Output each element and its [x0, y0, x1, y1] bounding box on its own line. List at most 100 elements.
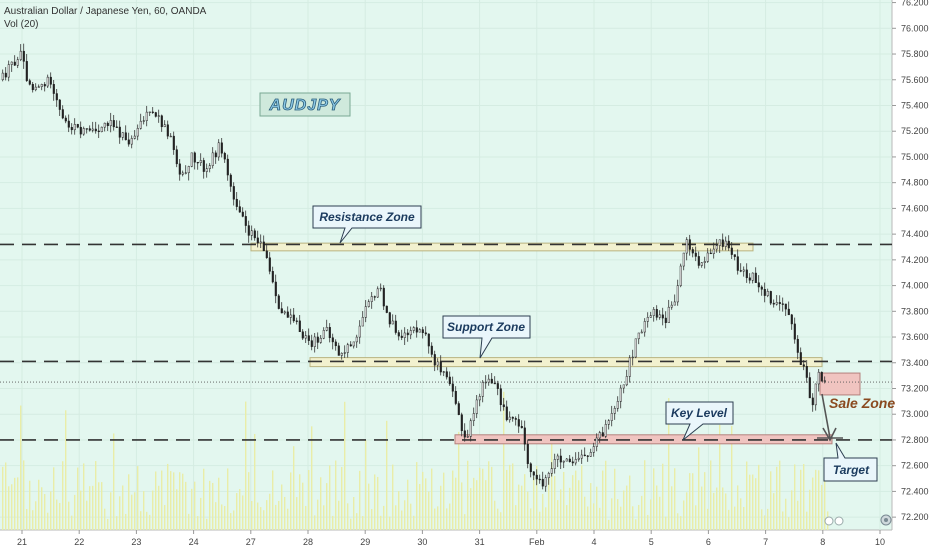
volume-bar: [257, 502, 259, 530]
x-tick-label: 8: [820, 537, 825, 547]
time-axis[interactable]: 212223242728293031Feb456781011: [17, 530, 932, 547]
volume-bar: [155, 471, 157, 530]
candle-body: [592, 446, 595, 453]
candle-body: [139, 120, 142, 129]
candle-body: [166, 124, 169, 137]
volume-bar: [215, 502, 217, 530]
volume-bar: [404, 500, 406, 530]
candle-body: [211, 152, 214, 166]
volume-bar: [104, 508, 106, 530]
y-tick-label: 72.200: [901, 512, 929, 522]
volume-bar: [389, 516, 391, 530]
candle-body: [784, 303, 787, 310]
candle-body: [313, 336, 316, 347]
x-tick-label: 28: [303, 537, 313, 547]
volume-bar: [287, 508, 289, 530]
volume-bar: [647, 514, 649, 530]
volume-bar: [431, 468, 433, 530]
candle-body: [427, 333, 430, 347]
volume-bar: [617, 499, 619, 530]
target-callout[interactable]: Target: [823, 442, 878, 482]
candle-body: [610, 413, 613, 421]
candle-body: [247, 225, 250, 236]
volume-bar: [740, 498, 742, 530]
volume-bar: [53, 467, 55, 530]
volume-bar: [128, 474, 130, 530]
candle-body: [130, 138, 133, 145]
candle-body: [571, 461, 574, 464]
volume-bar: [296, 497, 298, 530]
candle-body: [454, 390, 457, 404]
key-level-callout[interactable]: Key Level: [665, 401, 734, 441]
volume-bar: [83, 463, 85, 530]
event-markers-icon[interactable]: [824, 516, 844, 526]
volume-bar: [368, 483, 370, 530]
candle-body: [259, 241, 262, 244]
volume-bar: [365, 440, 367, 530]
candle-body: [643, 321, 646, 333]
candle-body: [499, 388, 502, 405]
candle-body: [64, 117, 67, 122]
volume-bar: [776, 466, 778, 530]
x-tick-label: 10: [875, 537, 885, 547]
price-axis[interactable]: 76.200 76.000 75.800 75.600 75.400 75.200 75.0…: [892, 0, 929, 522]
candle-body: [535, 474, 538, 480]
candle-body: [517, 419, 520, 427]
volume-bar: [824, 475, 826, 530]
volume-bar: [722, 487, 724, 530]
candle-body: [184, 172, 187, 174]
candle-body: [316, 336, 319, 343]
volume-bar: [713, 492, 715, 530]
chart-settings-icon[interactable]: [880, 514, 892, 526]
volume-bar: [632, 506, 634, 530]
x-tick-label: 7: [763, 537, 768, 547]
resistance-callout[interactable]: Resistance Zone: [312, 205, 422, 244]
support-callout[interactable]: Support Zone: [442, 315, 531, 359]
volume-bar: [791, 490, 793, 530]
volume-bar: [530, 508, 532, 530]
y-tick-label: 74.200: [901, 255, 929, 265]
candle-body: [679, 265, 682, 286]
candle-body: [187, 166, 190, 174]
candle-body: [562, 460, 565, 463]
volume-bar: [704, 472, 706, 530]
candle-body: [199, 160, 202, 163]
volume-label: Vol (20): [4, 19, 38, 30]
volume-bar: [518, 484, 520, 530]
zone-rect[interactable]: [250, 242, 754, 252]
candle-body: [412, 327, 415, 331]
volume-bar: [650, 499, 652, 530]
volume-bar: [731, 425, 733, 530]
volume-bar: [146, 511, 148, 530]
candle-body: [736, 256, 739, 271]
volume-bar: [113, 433, 115, 530]
volume-bar: [74, 494, 76, 530]
candle-body: [445, 371, 448, 378]
zone-rect[interactable]: [819, 372, 861, 396]
candle-body: [529, 463, 532, 473]
x-tick-label: 27: [246, 537, 256, 547]
y-tick-label: 74.800: [901, 178, 929, 188]
candle-body: [718, 239, 721, 246]
candle-body: [223, 152, 226, 160]
y-tick-label: 73.000: [901, 409, 929, 419]
candle-body: [229, 174, 232, 187]
volume-bar: [602, 470, 604, 530]
candle-body: [619, 387, 622, 402]
candle-body: [403, 332, 406, 338]
volume-bar: [509, 464, 511, 530]
y-tick-label: 75.000: [901, 152, 929, 162]
candle-body: [460, 414, 463, 432]
volume-bar: [794, 464, 796, 530]
candle-body: [145, 111, 148, 121]
volume-bar: [125, 513, 127, 530]
volume-bar: [521, 485, 523, 530]
volume-bar: [194, 481, 196, 530]
candle-body: [58, 99, 61, 110]
volume-bar: [716, 487, 718, 530]
candle-body: [691, 249, 694, 254]
candle-body: [481, 382, 484, 397]
volume-bar: [302, 482, 304, 530]
candle-body: [67, 120, 70, 128]
candle-body: [565, 458, 568, 462]
